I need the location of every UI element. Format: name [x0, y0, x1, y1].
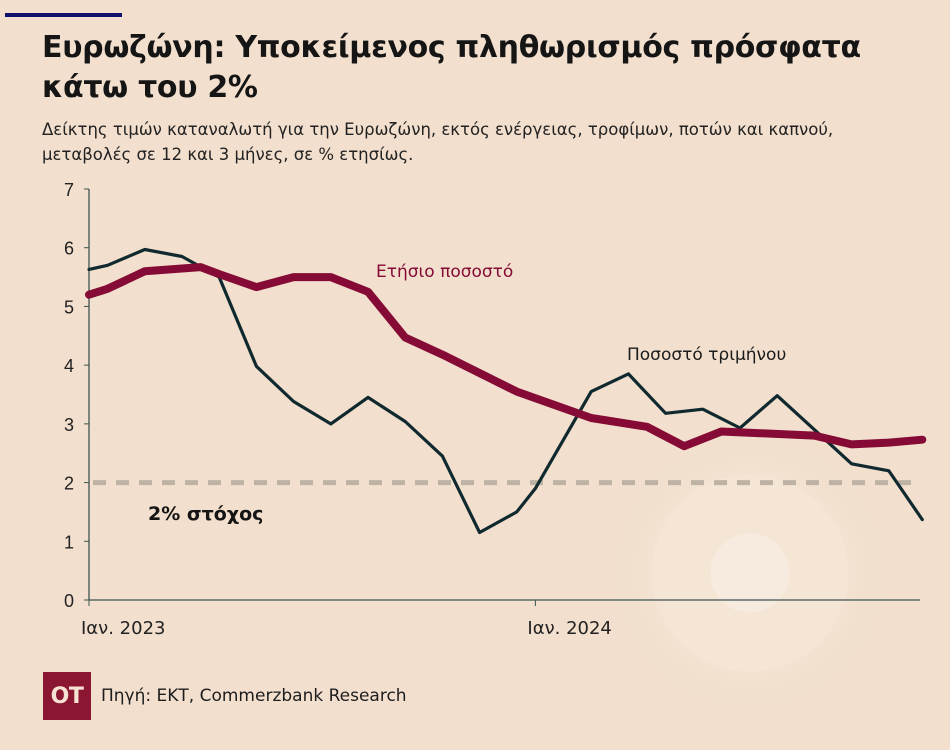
x-tick-label: Ιαν. 2024: [527, 618, 611, 639]
publisher-logo: OT: [43, 672, 91, 720]
x-tick-label: Ιαν. 2023: [81, 618, 165, 639]
footer: OT Πηγή: ΕΚΤ, Commerzbank Research: [43, 672, 407, 720]
chart-title: Ευρωζώνη: Υποκείμενος πληθωρισμός πρόσφα…: [42, 30, 861, 105]
y-tick-label: 5: [64, 297, 74, 317]
y-tick-label: 3: [64, 415, 74, 435]
annual-rate-line: [85, 263, 927, 451]
target-label: 2% στόχος: [148, 503, 263, 525]
y-tick-label: 0: [64, 591, 74, 611]
source-note: Πηγή: ΕΚΤ, Commerzbank Research: [101, 686, 407, 706]
y-tick-label: 4: [64, 356, 74, 376]
annual-rate-label: Ετήσιο ποσοστό: [376, 262, 513, 282]
chart-subtitle: Δείκτης τιμών καταναλωτή για την Ευρωζών…: [42, 120, 834, 164]
y-tick-label: 6: [64, 239, 74, 259]
accent-bar: [5, 13, 122, 17]
y-tick-label: 1: [64, 532, 74, 552]
y-tick-label: 2: [64, 474, 74, 494]
quarterly-rate-label: Ποσοστό τριμήνου: [627, 345, 786, 365]
y-tick-label: 7: [64, 180, 74, 200]
background-glow: [595, 418, 905, 728]
